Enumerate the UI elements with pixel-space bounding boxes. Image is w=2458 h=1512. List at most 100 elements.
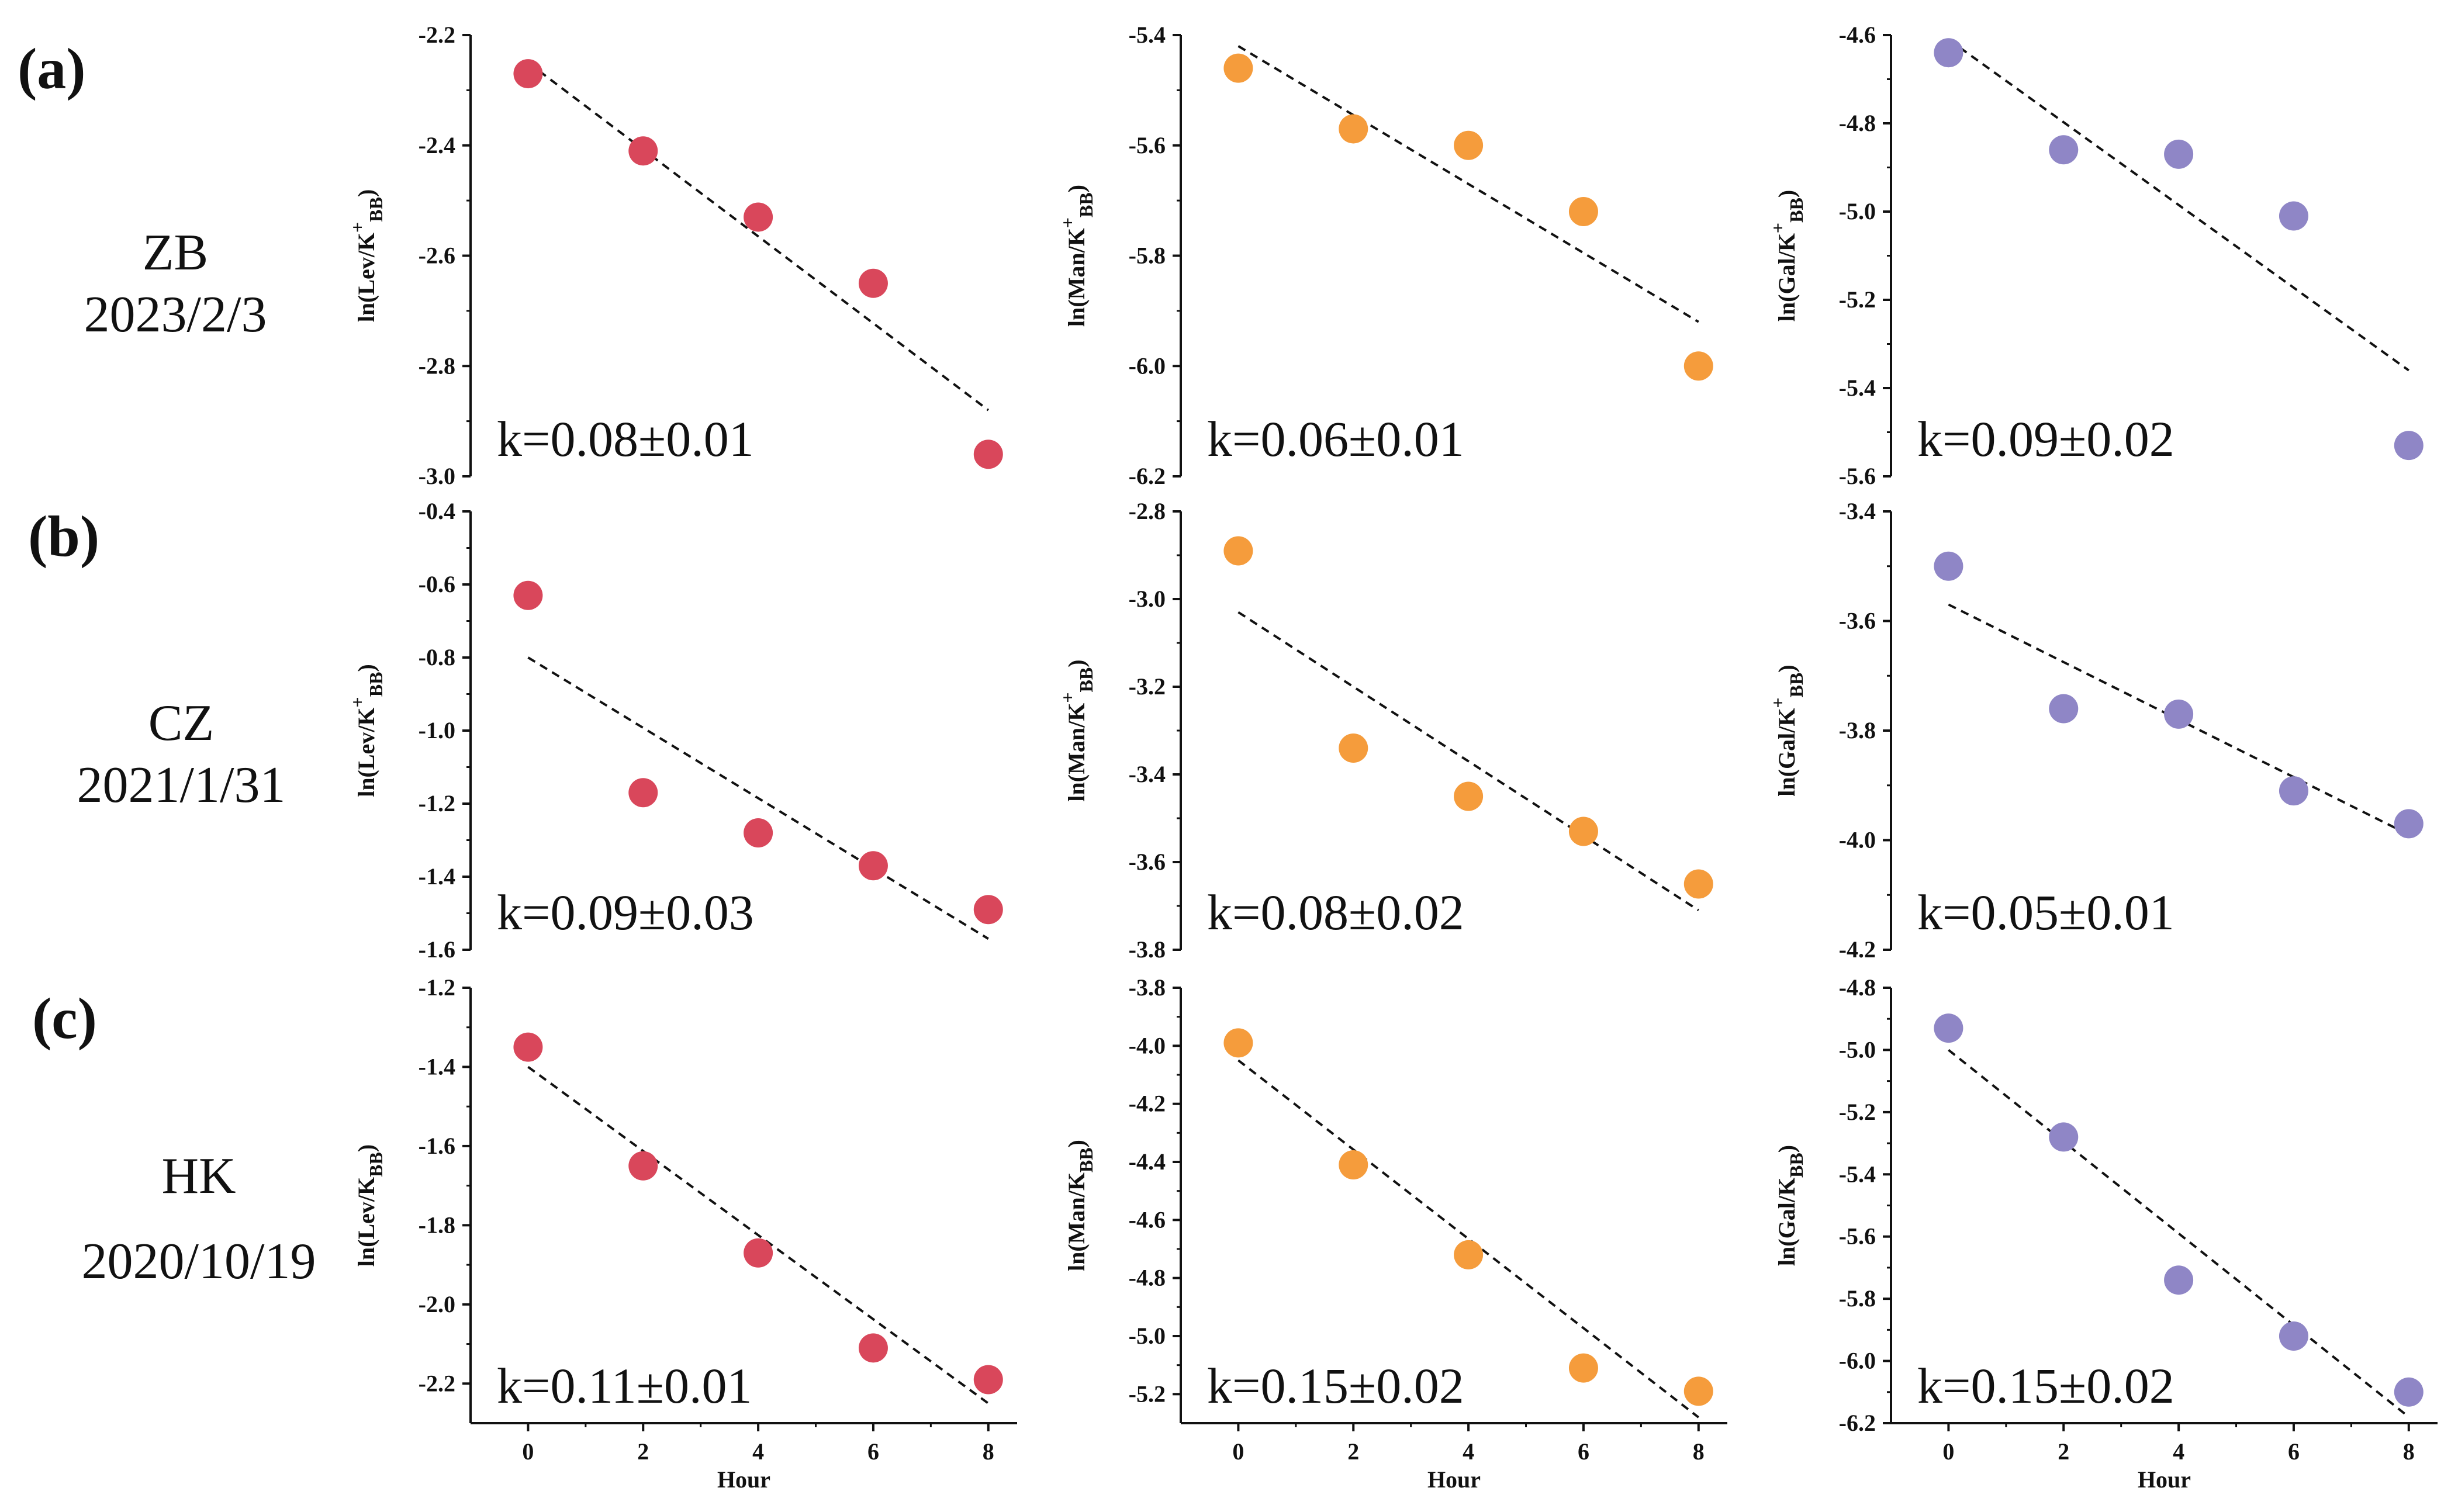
y-tick-label: -4.6 xyxy=(1839,22,1876,48)
site-date-c: 2020/10/19 xyxy=(81,1233,316,1290)
data-point xyxy=(2394,809,2424,839)
data-point xyxy=(1683,351,1713,381)
data-point xyxy=(1568,197,1598,226)
x-tick-label: 0 xyxy=(522,1438,534,1465)
y-tick-label: -6.0 xyxy=(1129,352,1166,379)
fit-line xyxy=(527,656,989,940)
y-tick-label: -4.4 xyxy=(1129,1148,1166,1175)
k-annotation: k=0.05±0.01 xyxy=(1917,884,2174,940)
data-point xyxy=(1223,536,1253,566)
data-point xyxy=(2279,201,2308,231)
y-tick-label: -1.2 xyxy=(419,974,455,1001)
data-point xyxy=(628,136,658,166)
y-tick-label: -4.8 xyxy=(1839,974,1876,1001)
y-axis-title: ln(Man/KBB) xyxy=(1063,1140,1097,1271)
y-axis-title: ln(Gal/KBB) xyxy=(1774,1145,1807,1266)
y-tick-label: -0.4 xyxy=(419,498,455,524)
y-axis-title-main: ln(Gal/K xyxy=(1774,233,1800,321)
y-tick-label: -6.2 xyxy=(1129,463,1166,489)
data-point xyxy=(1568,1353,1598,1383)
data-point xyxy=(2394,431,2424,461)
y-axis-title-sub: BB xyxy=(1786,198,1807,223)
y-tick-label: -5.0 xyxy=(1839,198,1876,224)
y-axis-title-close: ) xyxy=(1774,665,1800,672)
panel-0-1: -6.2 -6.0 -5.8 -5.6 -5.4 ln(Man/K+BB) k=0.06±0… xyxy=(1057,22,1713,489)
y-tick-label: -5.2 xyxy=(1129,1380,1166,1407)
y-tick-label: -2.8 xyxy=(1129,498,1166,524)
k-annotation: k=0.06±0.01 xyxy=(1207,411,1464,467)
data-point xyxy=(1339,114,1368,144)
k-annotation: k=0.09±0.03 xyxy=(497,884,754,940)
x-tick-label: 4 xyxy=(752,1438,764,1465)
y-axis-title: ln(Gal/K+BB) xyxy=(1767,190,1807,321)
y-tick-label: -1.8 xyxy=(419,1212,455,1238)
x-tick-label: 4 xyxy=(1463,1438,1474,1465)
y-axis-title-sub: BB xyxy=(1786,1153,1807,1178)
k-annotation: k=0.15±0.02 xyxy=(1207,1358,1464,1414)
y-tick-label: -3.8 xyxy=(1839,717,1876,743)
x-axis-title: Hour xyxy=(2138,1466,2191,1493)
panel-1-1: -3.8 -3.6 -3.4 -3.2 -3.0 -2.8 ln(Man/K+BB) k=0.… xyxy=(1057,498,1713,963)
data-point xyxy=(858,268,888,298)
data-point xyxy=(1339,733,1368,763)
y-tick-label: -3.6 xyxy=(1129,849,1166,875)
y-axis-title-main: ln(Man/K xyxy=(1063,703,1090,802)
y-axis-title-main: ln(Man/K xyxy=(1063,228,1090,327)
site-date-b: 2021/1/31 xyxy=(77,756,286,814)
y-axis-title-sub: BB xyxy=(1786,673,1807,698)
y-tick-label: -3.8 xyxy=(1129,936,1166,963)
data-point xyxy=(2279,776,2308,806)
data-point xyxy=(2049,135,2079,165)
data-point xyxy=(973,440,1003,469)
y-tick-label: -5.0 xyxy=(1839,1036,1876,1063)
data-point xyxy=(628,778,658,808)
fit-line xyxy=(1237,611,1699,912)
y-tick-label: -1.2 xyxy=(419,790,455,816)
data-point xyxy=(2164,1265,2194,1295)
y-tick-label: -1.0 xyxy=(419,717,455,743)
y-tick-label: -3.4 xyxy=(1839,498,1876,524)
y-axis-title-close: ) xyxy=(353,189,379,197)
site-name-a: ZB xyxy=(142,224,209,281)
y-tick-label: -5.0 xyxy=(1129,1323,1166,1349)
data-point xyxy=(744,202,773,232)
data-point xyxy=(2049,1122,2079,1152)
y-axis-title-main: ln(Lev/K xyxy=(353,707,379,797)
x-tick-label: 6 xyxy=(2288,1438,2300,1465)
y-tick-label: -5.4 xyxy=(1839,375,1876,401)
y-axis-title-sub: BB xyxy=(1076,667,1097,693)
y-axis-title-sub: BB xyxy=(365,197,386,222)
x-tick-label: 8 xyxy=(2403,1438,2415,1465)
y-axis-title: ln(Lev/KBB) xyxy=(353,1144,386,1267)
y-tick-label: -4.8 xyxy=(1839,110,1876,136)
k-annotation: k=0.15±0.02 xyxy=(1917,1358,2174,1414)
y-axis-title-close: ) xyxy=(1063,659,1090,667)
k-annotation: k=0.08±0.02 xyxy=(1207,884,1464,940)
fit-line xyxy=(527,1065,989,1404)
y-tick-label: -5.6 xyxy=(1839,1223,1876,1250)
x-tick-label: 6 xyxy=(1578,1438,1589,1465)
k-annotation: k=0.09±0.02 xyxy=(1917,411,2174,467)
data-point xyxy=(1223,1028,1253,1058)
x-tick-label: 0 xyxy=(1942,1438,1954,1465)
y-tick-label: -4.6 xyxy=(1129,1206,1166,1233)
y-axis-title-sub: BB xyxy=(1076,192,1097,217)
y-axis-title-sup: + xyxy=(1057,692,1078,703)
y-tick-label: -0.8 xyxy=(419,644,455,670)
panel-0-2: -5.6 -5.4 -5.2 -5.0 -4.8 -4.6 ln(Gal/K+BB) k=0.… xyxy=(1767,22,2424,489)
y-tick-label: -1.4 xyxy=(419,863,455,890)
y-tick-label: -3.2 xyxy=(1129,673,1166,700)
site-date-a: 2023/2/3 xyxy=(84,286,267,343)
panel-0-0: -3.0 -2.8 -2.6 -2.4 -2.2 ln(Lev/K+BB) k=0.08±0… xyxy=(347,22,1003,489)
x-tick-label: 2 xyxy=(637,1438,649,1465)
y-axis-title: ln(Man/K+BB) xyxy=(1057,185,1097,327)
y-axis-title-main: ln(Gal/K xyxy=(1774,1178,1800,1266)
y-tick-label: -6.2 xyxy=(1839,1410,1876,1436)
row-site-a: ZB 2023/2/3 xyxy=(53,222,298,345)
site-name-b: CZ xyxy=(148,695,215,752)
y-tick-label: -5.8 xyxy=(1129,243,1166,269)
x-axis-title: Hour xyxy=(1427,1466,1481,1493)
y-axis-title-close: ) xyxy=(1774,1145,1800,1153)
row-label-c: (c) xyxy=(32,986,97,1051)
